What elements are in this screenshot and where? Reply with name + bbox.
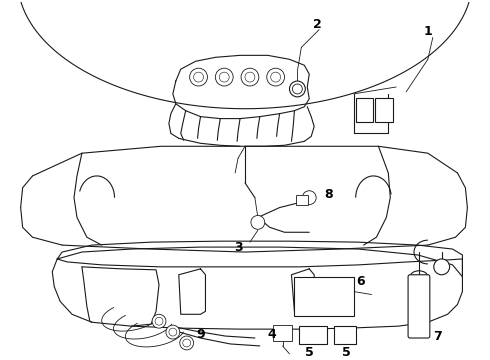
FancyBboxPatch shape bbox=[408, 275, 430, 338]
Circle shape bbox=[215, 68, 233, 86]
Circle shape bbox=[267, 68, 285, 86]
Circle shape bbox=[194, 72, 203, 82]
FancyBboxPatch shape bbox=[296, 195, 308, 204]
Circle shape bbox=[241, 68, 259, 86]
Text: 8: 8 bbox=[325, 188, 333, 201]
Circle shape bbox=[152, 314, 166, 328]
Text: 3: 3 bbox=[234, 240, 243, 253]
Circle shape bbox=[155, 317, 163, 325]
FancyBboxPatch shape bbox=[356, 98, 373, 122]
Text: 6: 6 bbox=[356, 275, 365, 288]
Circle shape bbox=[220, 72, 229, 82]
Bar bbox=[334, 326, 356, 344]
Circle shape bbox=[169, 328, 177, 336]
Bar bbox=[299, 326, 327, 344]
Circle shape bbox=[434, 259, 450, 275]
Circle shape bbox=[270, 72, 281, 82]
FancyBboxPatch shape bbox=[272, 325, 293, 341]
Circle shape bbox=[293, 84, 302, 94]
Text: 1: 1 bbox=[423, 25, 432, 38]
Circle shape bbox=[251, 216, 265, 229]
Circle shape bbox=[302, 191, 316, 204]
Text: 5: 5 bbox=[305, 346, 314, 359]
Circle shape bbox=[245, 72, 255, 82]
Circle shape bbox=[290, 81, 305, 97]
Circle shape bbox=[190, 68, 207, 86]
Circle shape bbox=[183, 339, 191, 347]
Text: 7: 7 bbox=[433, 329, 442, 343]
Text: 2: 2 bbox=[313, 18, 321, 31]
Circle shape bbox=[166, 325, 180, 339]
Text: 9: 9 bbox=[196, 328, 205, 341]
Circle shape bbox=[180, 336, 194, 350]
Bar bbox=[294, 277, 354, 316]
Text: 5: 5 bbox=[343, 346, 351, 359]
Text: 4: 4 bbox=[268, 328, 276, 341]
FancyBboxPatch shape bbox=[375, 98, 393, 122]
